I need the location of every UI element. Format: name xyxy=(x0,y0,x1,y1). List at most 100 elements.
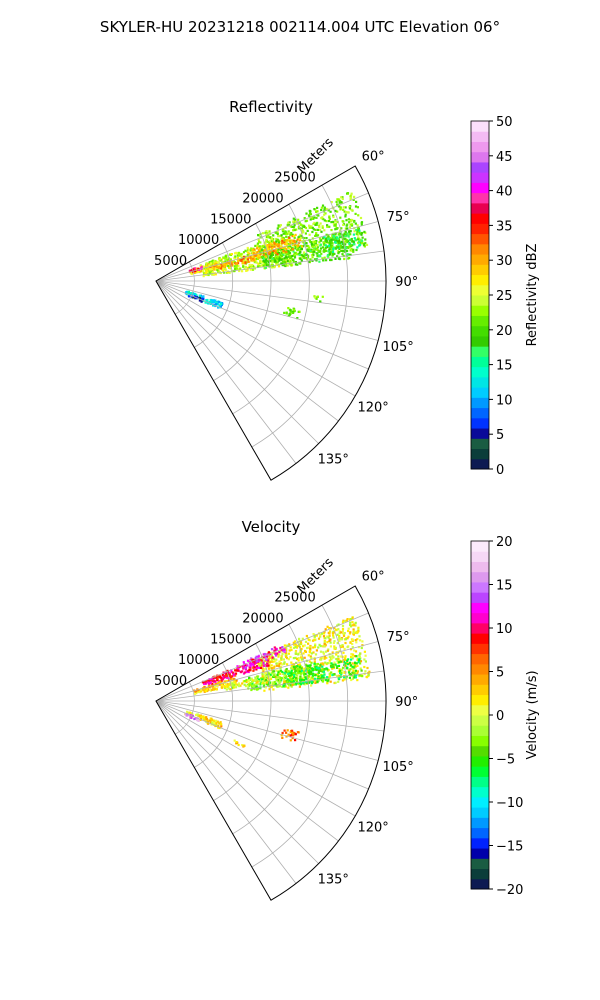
echo-gate xyxy=(250,657,253,660)
echo-gate xyxy=(334,257,337,260)
echo-gate xyxy=(359,232,362,235)
echo-gate xyxy=(286,663,289,666)
colorbar-swatch xyxy=(471,541,489,552)
echo-gate xyxy=(238,251,241,254)
echo-gate xyxy=(272,257,275,260)
echo-gate xyxy=(289,646,292,649)
echo-gate xyxy=(256,665,259,668)
echo-gate xyxy=(225,258,228,261)
echo-gate xyxy=(197,690,200,693)
echo-gate xyxy=(350,237,353,241)
echo-gate xyxy=(288,247,291,250)
echo-gate xyxy=(279,677,282,680)
echo-gate xyxy=(338,235,341,238)
echo-gate xyxy=(350,192,353,195)
echo-gate xyxy=(328,639,331,642)
echo-gate xyxy=(271,668,274,671)
echo-gate xyxy=(330,241,333,244)
echo-gate xyxy=(255,655,258,658)
echo-gate xyxy=(316,680,319,683)
echo-gate xyxy=(269,240,272,243)
echo-gate xyxy=(329,630,332,633)
echo-gate xyxy=(304,669,307,672)
echo-gate xyxy=(208,261,211,264)
echo-gate xyxy=(349,623,352,626)
echo-gate xyxy=(299,249,302,252)
echo-gate xyxy=(194,267,197,270)
echo-gate xyxy=(285,655,288,658)
echo-gate xyxy=(311,259,314,262)
echo-gate xyxy=(240,255,243,258)
echo-gate xyxy=(253,688,257,691)
echo-gate xyxy=(303,667,306,670)
echo-gate xyxy=(352,630,355,633)
echo-gate xyxy=(240,257,243,260)
echo-gate xyxy=(283,246,286,249)
colorbar-swatch xyxy=(471,141,489,153)
echo-gate xyxy=(220,725,223,728)
echo-gate xyxy=(277,241,280,244)
echo-gate xyxy=(316,244,319,247)
echo-gate xyxy=(310,671,313,674)
echo-gate xyxy=(323,256,326,259)
echo-gate xyxy=(217,306,220,309)
echo-gate xyxy=(251,268,255,271)
echo-gate xyxy=(217,675,220,678)
echo-gate xyxy=(288,221,291,224)
echo-gate xyxy=(336,674,339,677)
colorbar-swatch xyxy=(471,561,489,573)
echo-gate xyxy=(320,206,323,209)
echo-gate xyxy=(319,663,322,667)
echo-gate xyxy=(349,625,353,628)
echo-gate xyxy=(348,207,351,210)
reflectivity-panel: Reflectivity50001000015000200002500060°7… xyxy=(154,98,540,481)
echo-gate xyxy=(271,248,274,251)
echo-gate xyxy=(353,661,357,664)
colorbar-swatch xyxy=(471,796,489,808)
echo-gate xyxy=(271,251,274,254)
echo-gate xyxy=(275,249,278,252)
echo-gate xyxy=(219,721,222,724)
echo-gate xyxy=(236,254,239,257)
echo-gate xyxy=(308,660,311,663)
echo-gate xyxy=(292,657,295,660)
echo-gate xyxy=(277,671,280,674)
echo-gate xyxy=(353,671,356,674)
echo-gate xyxy=(263,655,267,659)
echo-gate xyxy=(340,227,343,230)
echo-gate xyxy=(223,265,226,268)
echo-gate xyxy=(335,651,338,654)
echo-gate xyxy=(336,633,339,636)
echo-gate xyxy=(338,674,341,677)
echo-gate xyxy=(274,659,277,662)
echo-gate xyxy=(358,237,361,240)
echo-gate xyxy=(354,222,357,225)
echo-gate xyxy=(341,197,344,200)
echo-gate xyxy=(279,672,282,675)
echo-gate xyxy=(217,263,220,266)
echo-gate xyxy=(323,641,326,644)
echo-gate xyxy=(227,262,230,265)
echo-gate xyxy=(223,257,226,260)
echo-gate xyxy=(304,676,307,679)
echo-gate xyxy=(219,676,222,679)
echo-gate xyxy=(248,266,251,269)
echo-gate xyxy=(303,257,306,260)
echo-gate xyxy=(270,648,274,651)
echo-gate xyxy=(258,658,261,662)
echo-gate xyxy=(315,210,318,213)
echo-gate xyxy=(347,234,350,237)
echo-gate xyxy=(269,254,273,257)
echo-gate xyxy=(350,653,353,656)
echo-gate xyxy=(367,673,370,677)
echo-gate xyxy=(226,684,229,687)
echo-gate xyxy=(324,237,327,240)
echo-gate xyxy=(253,265,256,269)
echo-gate xyxy=(311,245,314,248)
echo-gate xyxy=(300,259,303,262)
echo-gate xyxy=(316,213,319,216)
echo-gate xyxy=(349,641,352,644)
echo-gate xyxy=(330,229,333,232)
echo-gate xyxy=(262,656,265,659)
echo-gate xyxy=(340,196,343,199)
